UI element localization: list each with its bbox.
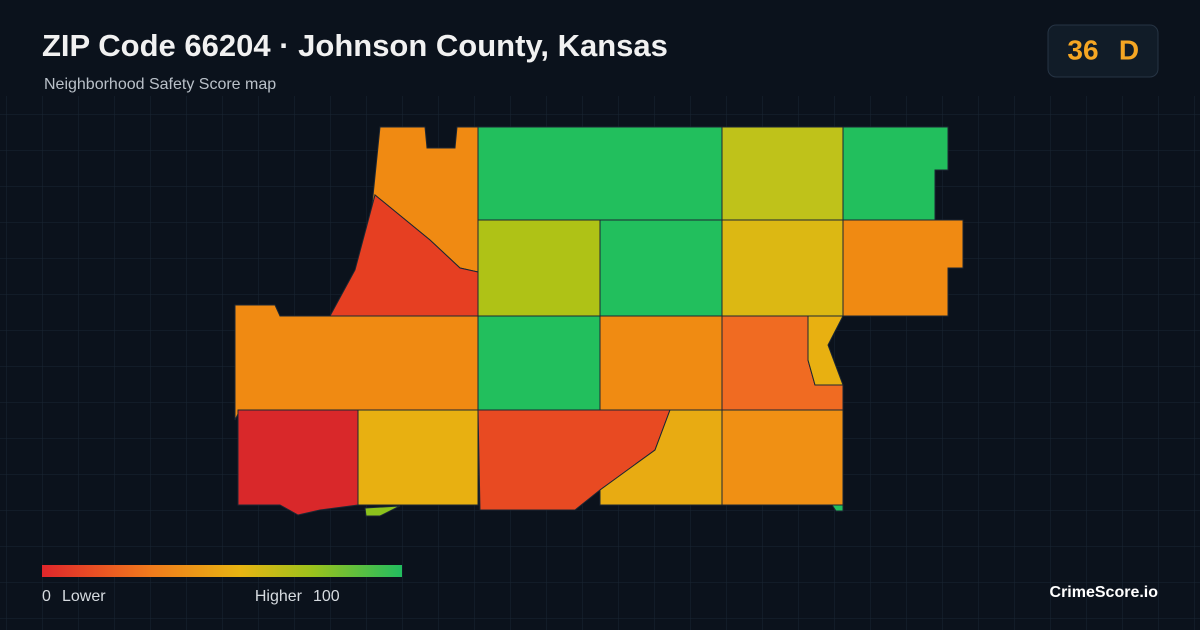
map	[234, 126, 964, 517]
legend-min: 0	[42, 588, 51, 605]
region	[234, 304, 479, 421]
region	[807, 315, 844, 386]
region	[477, 315, 601, 411]
legend-max: 100	[313, 588, 340, 605]
subtitle: Neighborhood Safety Score map	[44, 76, 276, 93]
legend-max-label: Higher	[255, 588, 303, 605]
legend-min-label: Lower	[62, 588, 106, 605]
region	[831, 504, 844, 512]
region	[477, 219, 601, 317]
region	[364, 505, 401, 517]
region	[721, 126, 844, 221]
region	[357, 409, 479, 506]
legend-ramp	[42, 565, 402, 577]
brand: CrimeScore.io	[1050, 584, 1159, 601]
score-value: 36	[1067, 34, 1098, 65]
region	[721, 219, 844, 317]
region	[237, 409, 359, 516]
score-grade: D	[1119, 34, 1139, 65]
region	[842, 126, 949, 221]
region	[842, 219, 964, 317]
region	[721, 409, 844, 506]
region	[477, 126, 723, 221]
score-badge	[1047, 24, 1159, 78]
region	[599, 219, 723, 317]
region	[599, 315, 723, 411]
title: ZIP Code 66204 · Johnson County, Kansas	[42, 28, 668, 63]
